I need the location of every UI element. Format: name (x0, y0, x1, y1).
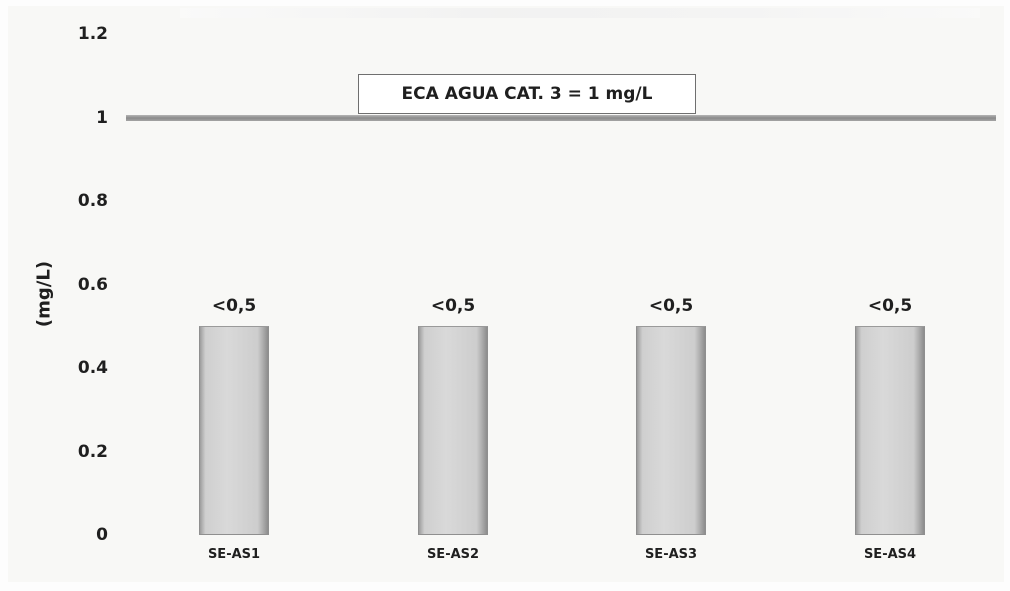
x-tick-label: SE-AS2 (426, 547, 480, 562)
bar (199, 326, 269, 535)
y-tick-label: 0 (96, 525, 108, 545)
bar-data-label: <0,5 (211, 296, 257, 317)
bar (855, 326, 925, 535)
reference-line (126, 114, 996, 121)
y-tick-label: 0.6 (77, 274, 108, 295)
bar-data-label: <0,5 (430, 296, 476, 317)
y-axis-label: (mg/L) (33, 260, 55, 328)
bar (418, 326, 488, 535)
bar-data-label: <0,5 (648, 296, 694, 317)
y-tick-label: 1 (96, 107, 108, 128)
reference-line-label: ECA AGUA CAT. 3 = 1 mg/L (358, 74, 696, 114)
y-tick-label: 1.2 (77, 24, 108, 44)
y-tick-label: 0.4 (77, 358, 108, 378)
faded-scan-artifact (180, 8, 980, 18)
y-tick-label: 0.8 (77, 191, 108, 211)
bar-data-label: <0,5 (867, 296, 913, 317)
x-tick-label: SE-AS4 (863, 547, 917, 562)
bar (636, 326, 706, 535)
y-tick-label: 0.2 (77, 441, 108, 462)
x-tick-label: SE-AS1 (207, 547, 261, 562)
x-tick-label: SE-AS3 (644, 547, 698, 562)
